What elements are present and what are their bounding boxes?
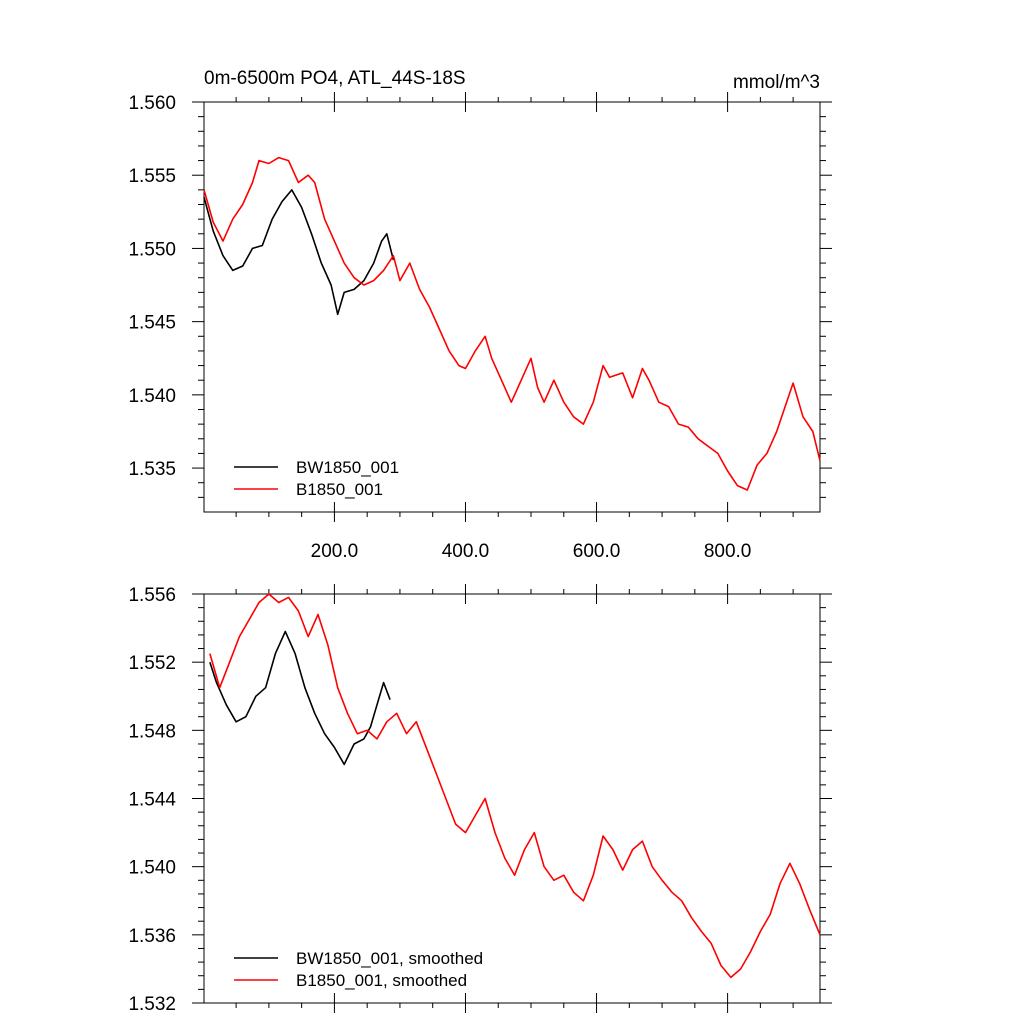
series-line-bw1850 <box>203 189 395 316</box>
legend-label: B1850_001 <box>296 480 383 499</box>
y-tick-label: 1.544 <box>128 790 176 811</box>
y-tick-label: 1.532 <box>128 994 176 1015</box>
y-tick-label: 1.536 <box>128 926 176 947</box>
chart-title: 0m-6500m PO4, ATL_44S-18S <box>204 68 466 89</box>
legend-label: B1850_001, smoothed <box>296 971 467 990</box>
y-tick-label: 1.552 <box>128 653 176 674</box>
chart-units: mmol/m^3 <box>733 72 820 93</box>
bottom-panel: 1.532 1.536 1.540 1.544 1.548 1.552 1.556 BW185… <box>128 584 832 1015</box>
y-tick-label: 1.545 <box>128 313 176 334</box>
y-tick-label: 1.555 <box>128 166 176 187</box>
y-tick-label: 1.560 <box>128 93 176 114</box>
y-tick-label: 1.556 <box>128 585 176 606</box>
series-line-b1850 <box>209 593 821 979</box>
y-tick-label: 1.535 <box>128 459 176 480</box>
series-line-b1850 <box>203 156 821 491</box>
x-tick-label: 800.0 <box>704 541 752 562</box>
legend-label: BW1850_001, smoothed <box>296 949 483 968</box>
x-tick-label: 200.0 <box>311 541 359 562</box>
top-plot-frame <box>203 101 821 513</box>
legend-label: BW1850_001 <box>296 458 399 477</box>
y-tick-label: 1.540 <box>128 386 176 407</box>
y-tick-label: 1.540 <box>128 858 176 879</box>
top-panel: 200.0 400.0 600.0 800.0 1.535 1.540 1.545 1.550… <box>128 68 832 562</box>
y-tick-label: 1.550 <box>128 239 176 260</box>
y-tick-label: 1.548 <box>128 721 176 742</box>
x-tick-label: 400.0 <box>442 541 490 562</box>
x-tick-label: 600.0 <box>573 541 621 562</box>
series-line-bw1850 <box>209 630 391 766</box>
